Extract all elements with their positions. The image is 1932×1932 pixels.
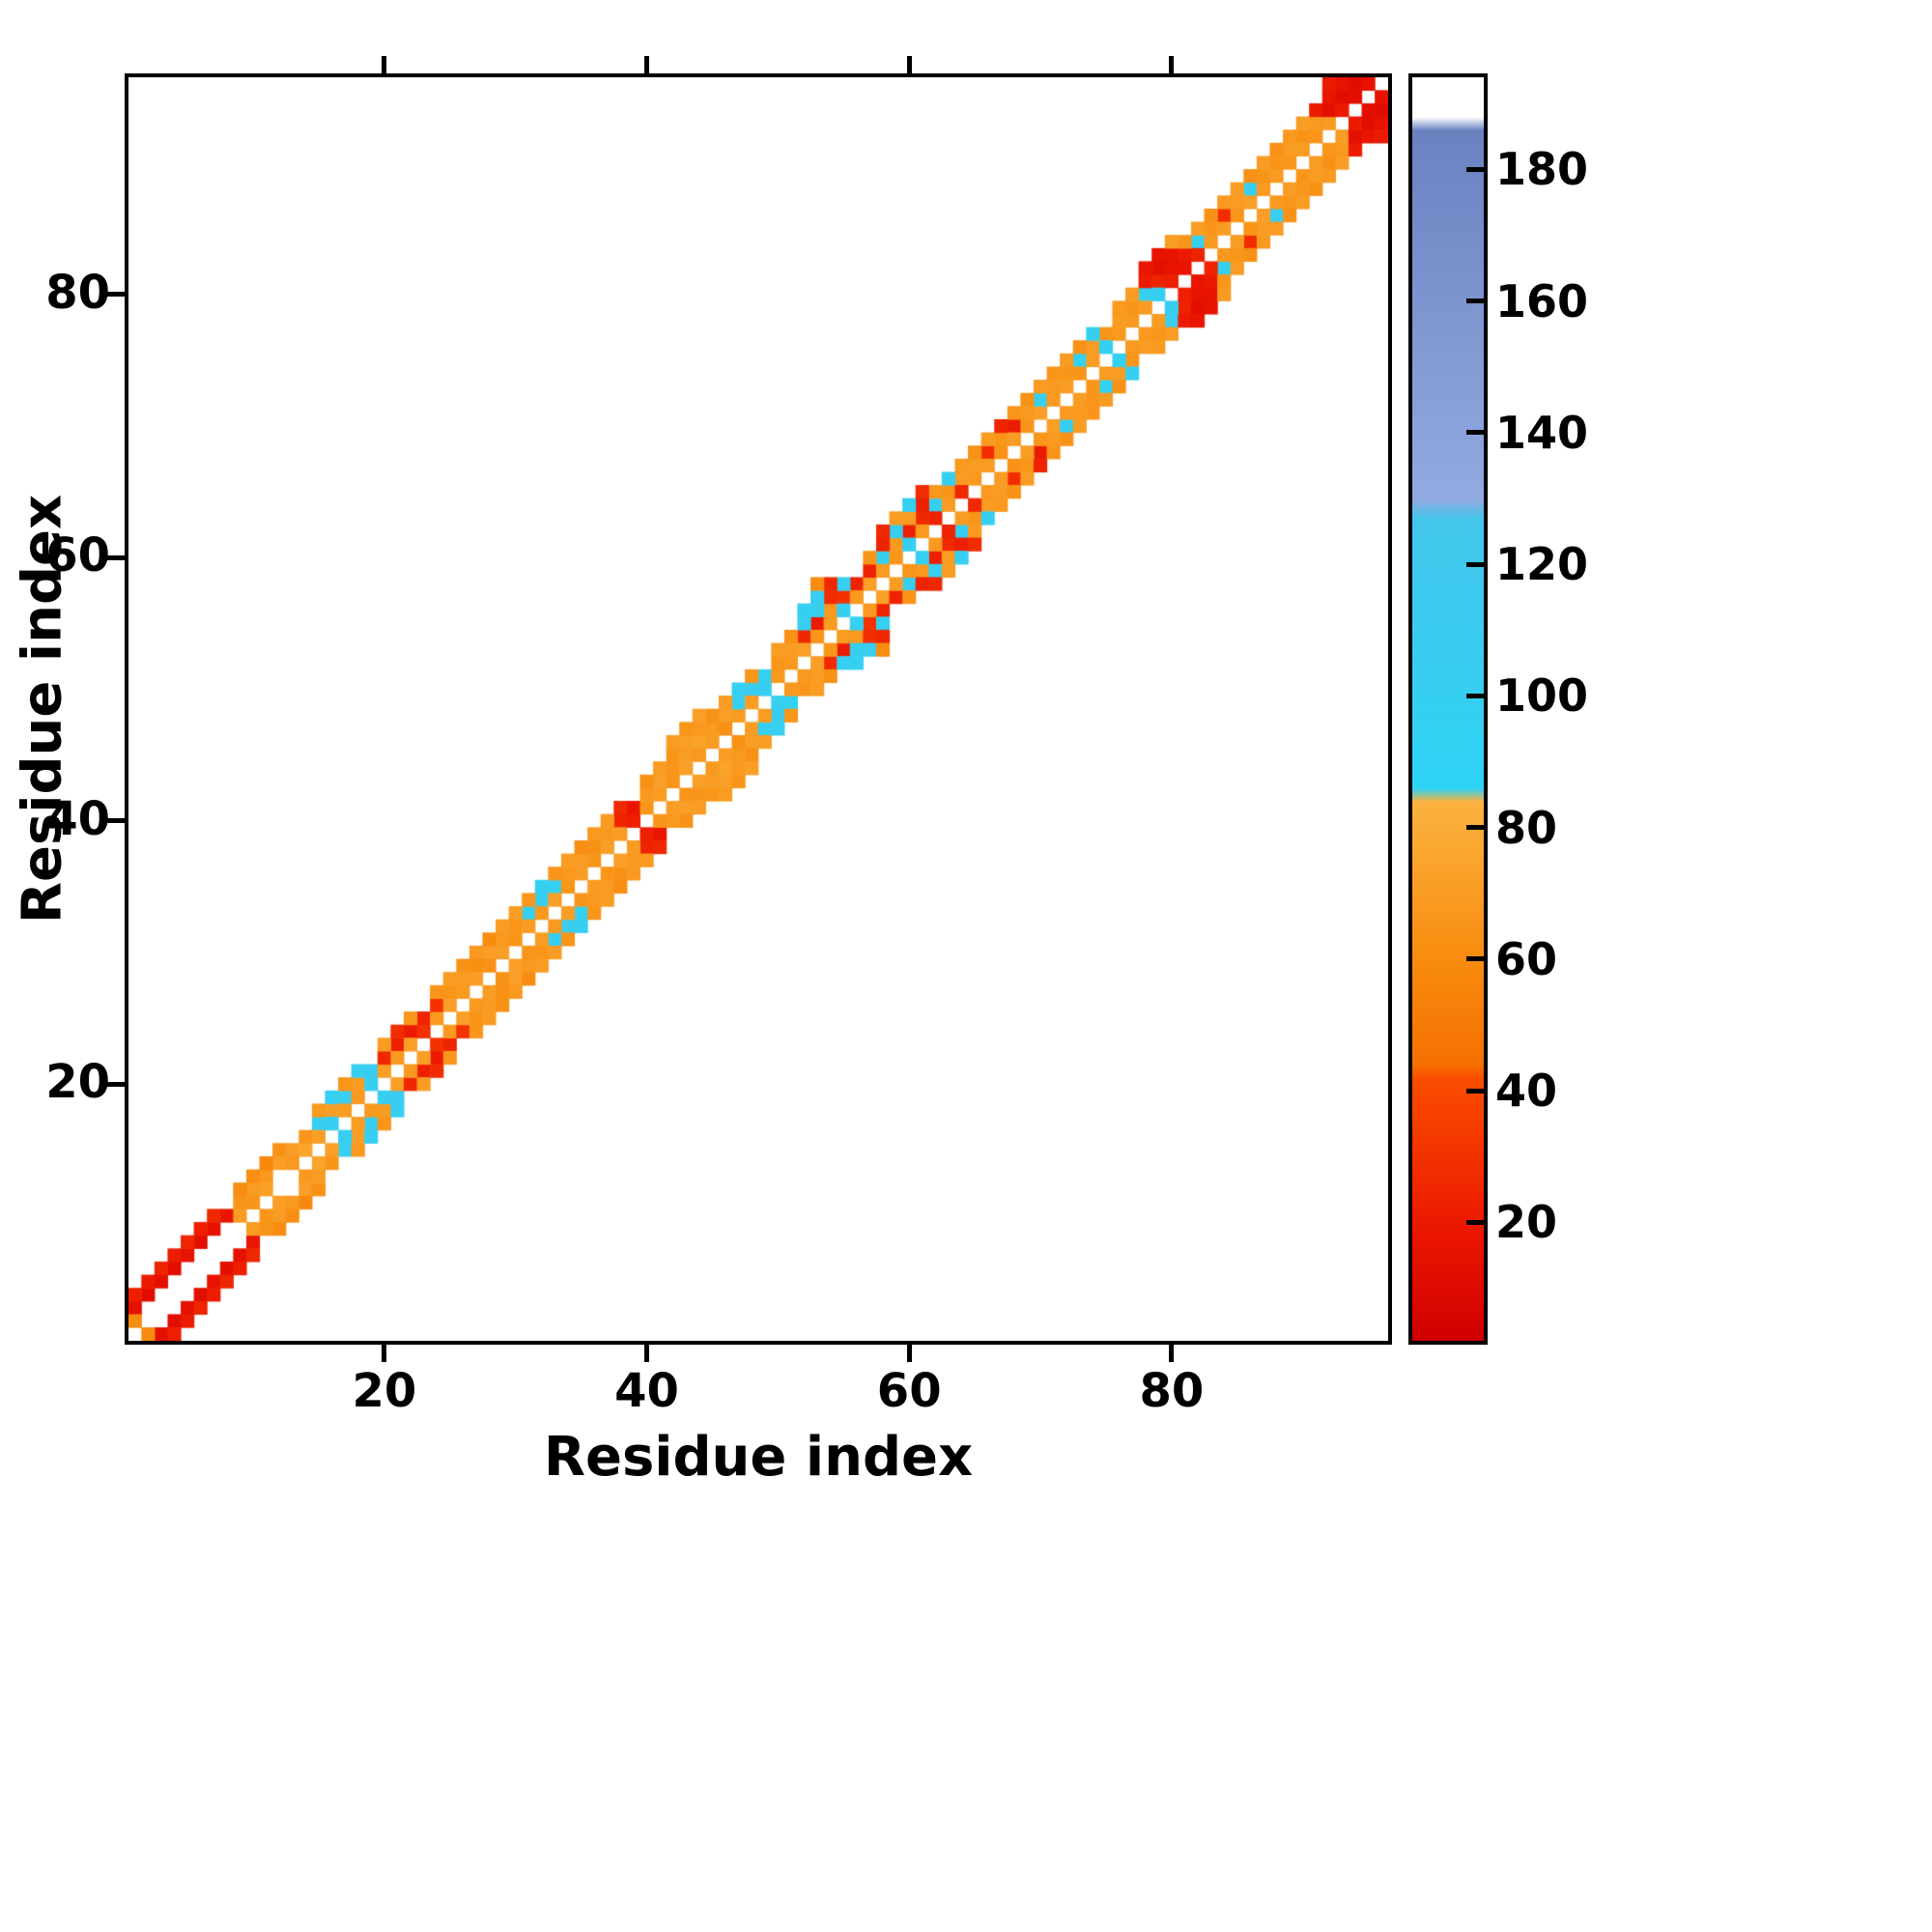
y-tick: [107, 818, 125, 824]
heatmap-plot-area: [125, 73, 1392, 1345]
colorbar-tick-label: 140: [1495, 406, 1589, 459]
y-tick: [107, 1081, 125, 1087]
colorbar-tick-label: 180: [1495, 143, 1589, 196]
colorbar: [1408, 73, 1488, 1345]
x-tick-label: 80: [1139, 1364, 1205, 1418]
y-tick-label: 60: [45, 528, 110, 583]
colorbar-tick-label: 20: [1495, 1196, 1558, 1249]
x-tick-top: [906, 56, 912, 73]
x-tick: [1169, 1345, 1175, 1362]
colorbar-tick: [1466, 298, 1484, 304]
y-tick-label: 80: [45, 265, 110, 320]
y-tick: [107, 554, 125, 560]
colorbar-tick: [1466, 1219, 1484, 1225]
colorbar-tick: [1466, 166, 1484, 172]
y-tick-label: 20: [45, 1055, 110, 1110]
colorbar-tick: [1466, 430, 1484, 436]
colorbar-tick: [1466, 693, 1484, 698]
colorbar-tick-label: 100: [1495, 669, 1589, 723]
y-tick-label: 40: [45, 791, 110, 846]
x-tick-top: [644, 56, 650, 73]
y-tick: [107, 292, 125, 298]
x-axis-label: Residue index: [543, 1426, 974, 1489]
heatmap-canvas: [128, 77, 1388, 1341]
colorbar-tick-label: 80: [1495, 801, 1558, 854]
colorbar-tick: [1466, 956, 1484, 962]
x-tick: [644, 1345, 650, 1362]
x-tick-top: [382, 56, 387, 73]
x-tick: [382, 1345, 387, 1362]
colorbar-tick: [1466, 1088, 1484, 1094]
colorbar-tick-label: 160: [1495, 274, 1589, 327]
x-tick: [906, 1345, 912, 1362]
x-tick-label: 20: [352, 1364, 417, 1418]
x-tick-label: 40: [614, 1364, 679, 1418]
x-tick-label: 60: [876, 1364, 942, 1418]
x-tick-top: [1169, 56, 1175, 73]
colorbar-tick-label: 120: [1495, 538, 1589, 591]
colorbar-tick: [1466, 825, 1484, 831]
colorbar-tick-label: 40: [1495, 1065, 1558, 1118]
colorbar-tick-label: 60: [1495, 932, 1558, 985]
colorbar-canvas: [1412, 77, 1484, 1341]
colorbar-tick: [1466, 561, 1484, 567]
